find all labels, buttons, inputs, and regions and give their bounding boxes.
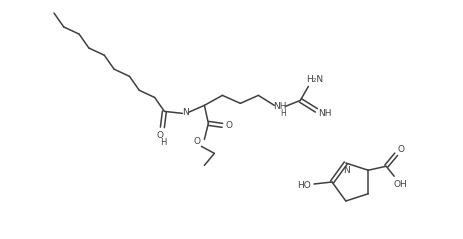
Text: H: H bbox=[280, 109, 286, 118]
Text: O: O bbox=[225, 121, 232, 130]
Text: N: N bbox=[343, 167, 350, 175]
Text: O: O bbox=[397, 145, 404, 154]
Text: HO: HO bbox=[296, 180, 310, 190]
Text: H₂N: H₂N bbox=[305, 75, 322, 84]
Text: H: H bbox=[160, 138, 166, 147]
Text: OH: OH bbox=[393, 180, 406, 189]
Text: O: O bbox=[194, 137, 200, 146]
Text: NH: NH bbox=[317, 109, 331, 118]
Text: NH: NH bbox=[272, 102, 286, 111]
Text: N: N bbox=[181, 108, 188, 117]
Text: O: O bbox=[156, 131, 163, 140]
